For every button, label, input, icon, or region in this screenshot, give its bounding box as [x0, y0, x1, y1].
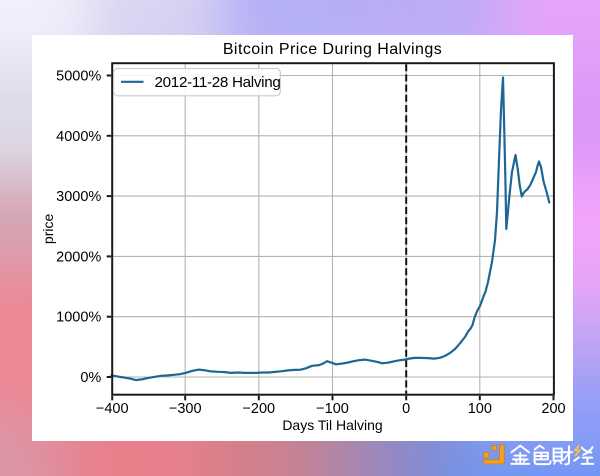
svg-text:1000%: 1000%: [56, 310, 101, 326]
svg-text:3000%: 3000%: [56, 189, 101, 205]
svg-text:Days Til Halving: Days Til Halving: [282, 417, 382, 433]
svg-text:100: 100: [468, 401, 492, 417]
svg-text:price: price: [40, 214, 56, 245]
svg-text:200: 200: [541, 401, 565, 417]
svg-text:2000%: 2000%: [56, 249, 101, 265]
svg-text:−100: −100: [316, 401, 349, 417]
svg-text:2012-11-28 Halving: 2012-11-28 Halving: [155, 74, 281, 91]
svg-text:−200: −200: [242, 401, 275, 417]
svg-text:−300: −300: [169, 401, 202, 417]
svg-text:5000%: 5000%: [56, 69, 101, 85]
svg-text:−400: −400: [96, 401, 129, 417]
svg-text:0: 0: [402, 401, 410, 417]
svg-text:Bitcoin Price During Halvings: Bitcoin Price During Halvings: [223, 41, 442, 58]
svg-text:4000%: 4000%: [56, 129, 101, 145]
svg-text:0%: 0%: [80, 370, 101, 386]
